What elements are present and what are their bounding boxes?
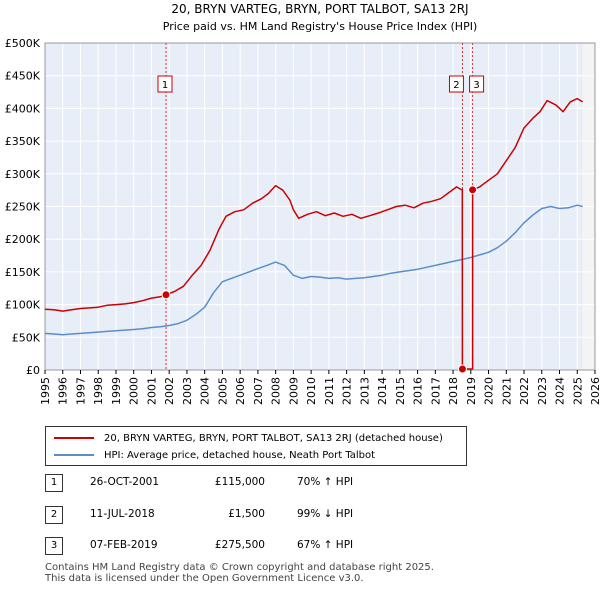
sale-date: 26-OCT-2001 [90, 476, 159, 488]
x-tick-label: 2016 [412, 377, 425, 405]
sale-date: 11-JUL-2018 [90, 508, 155, 520]
x-tick-label: 2014 [376, 377, 389, 405]
y-axis: £0 £50K £100K £150K £200K £250K £300K £350K £400… [5, 37, 41, 377]
property-price-line [44, 97, 583, 370]
sale-row: 1 26-OCT-2001 £115,000 70% ↑ HPI [45, 474, 465, 492]
x-tick-label: 2022 [518, 377, 531, 405]
sale-label-number: 1 [162, 80, 168, 91]
sale-row: 3 07-FEB-2019 £275,500 67% ↑ HPI [45, 537, 465, 555]
chart-title: 20, BRYN VARTEG, BRYN, PORT TALBOT, SA13… [171, 2, 468, 16]
sale-row: 2 11-JUL-2018 £1,500 99% ↓ HPI [45, 506, 465, 524]
y-tick-label: £400K [5, 102, 41, 115]
x-tick-label: 2000 [128, 377, 141, 405]
price-chart: 20, BRYN VARTEG, BRYN, PORT TALBOT, SA13… [5, 2, 600, 405]
sale-price: £1,500 [228, 508, 265, 520]
sale-number-badge: 2 [45, 506, 63, 524]
sale-points [161, 185, 478, 374]
series-layer [44, 97, 583, 370]
x-tick-label: 2020 [483, 377, 496, 405]
legend-item-hpi: HPI: Average price, detached house, Neat… [54, 447, 375, 463]
legend-swatch-property [54, 437, 94, 439]
plot-frame [44, 42, 596, 371]
x-tick-label: 2019 [465, 377, 478, 405]
sale-number-badge: 1 [45, 474, 63, 492]
x-tick-label: 2025 [571, 377, 584, 405]
x-tick-label: 2008 [270, 377, 283, 405]
x-tick-label: 2018 [447, 377, 460, 405]
sale-label-box [157, 75, 173, 93]
x-tick-label: 2023 [536, 377, 549, 405]
sale-point [457, 364, 467, 374]
x-tick-label: 2013 [358, 377, 371, 405]
footer-copyright: Contains HM Land Registry data © Crown c… [45, 562, 434, 573]
x-tick-label: 2001 [145, 377, 158, 405]
x-tick-label: 2009 [287, 377, 300, 405]
x-axis: 1995 1996 1997 1998 1999 2000 2001 2002 2003 2004… [39, 370, 600, 405]
sale-label-number: 2 [453, 80, 459, 91]
legend-label-hpi: HPI: Average price, detached house, Neat… [104, 449, 376, 461]
legend-item-property: 20, BRYN VARTEG, BRYN, PORT TALBOT, SA13… [54, 430, 443, 446]
y-tick-label: £0 [26, 364, 40, 377]
sale-point [161, 290, 171, 300]
footer: Contains HM Land Registry data © Crown c… [45, 562, 434, 584]
x-tick-label: 2007 [252, 377, 265, 405]
footer-licence: This data is licensed under the Open Gov… [45, 573, 364, 584]
x-tick-label: 1997 [74, 377, 87, 405]
x-tick-label: 1999 [110, 377, 123, 405]
x-tick-label: 1995 [39, 377, 52, 405]
sale-price: £115,000 [214, 476, 265, 488]
sale-label-box [469, 75, 485, 93]
x-tick-label: 1998 [92, 377, 105, 405]
sale-number-badge: 3 [45, 537, 63, 555]
x-tick-label: 2021 [500, 377, 513, 405]
sale-label-number: 3 [473, 80, 479, 91]
x-tick-label: 2011 [323, 377, 336, 405]
y-tick-label: £100K [5, 299, 41, 312]
sale-price: £275,500 [214, 539, 265, 551]
sale-labels: 1 2 3 [157, 75, 485, 93]
x-tick-label: 2015 [394, 377, 407, 405]
legend: 20, BRYN VARTEG, BRYN, PORT TALBOT, SA13… [45, 426, 467, 466]
y-tick-label: £350K [5, 135, 41, 148]
y-tick-label: £50K [12, 331, 41, 344]
grid-lines [44, 42, 596, 371]
x-tick-label: 2012 [341, 377, 354, 405]
hpi-line [44, 204, 583, 336]
legend-label-property: 20, BRYN VARTEG, BRYN, PORT TALBOT, SA13… [104, 432, 443, 444]
sale-hpi-change: 67% ↑ HPI [297, 539, 354, 551]
sale-hpi-change: 99% ↓ HPI [297, 508, 354, 520]
x-tick-label: 2026 [589, 377, 600, 405]
x-tick-label: 1996 [57, 377, 70, 405]
x-tick-label: 2003 [181, 377, 194, 405]
sale-hpi-change: 70% ↑ HPI [297, 476, 354, 488]
y-tick-label: £250K [5, 201, 41, 214]
sale-label-box [448, 75, 464, 93]
x-tick-label: 2010 [305, 377, 318, 405]
y-tick-label: £300K [5, 168, 41, 181]
y-tick-label: £200K [5, 233, 41, 246]
chart-subtitle: Price paid vs. HM Land Registry's House … [163, 20, 478, 33]
x-tick-label: 2017 [429, 377, 442, 405]
x-tick-label: 2024 [554, 377, 567, 405]
sale-point [468, 185, 478, 195]
x-tick-label: 2005 [216, 377, 229, 405]
x-tick-label: 2004 [199, 377, 212, 405]
x-tick-label: 2002 [163, 377, 176, 405]
x-tick-label: 2006 [234, 377, 247, 405]
y-tick-label: £500K [5, 37, 41, 50]
legend-swatch-hpi [54, 454, 94, 456]
sale-date: 07-FEB-2019 [90, 539, 158, 551]
y-tick-label: £450K [5, 70, 41, 83]
y-tick-label: £150K [5, 266, 41, 279]
